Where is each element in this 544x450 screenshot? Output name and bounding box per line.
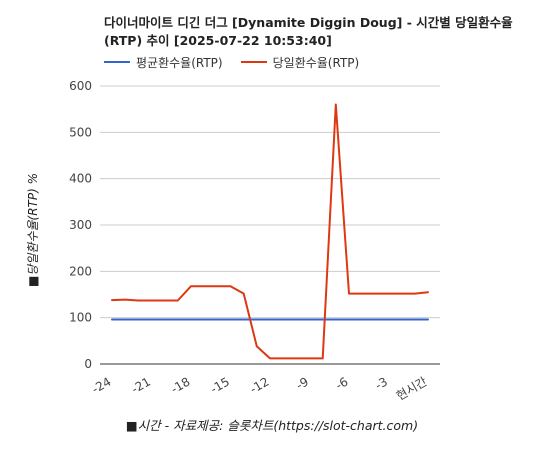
chart-title: 다이너마이트 디긴 더그 [Dynamite Diggin Doug] - 시간… <box>104 15 513 48</box>
x-tick-label: 현시간 <box>394 374 430 403</box>
x-tick-label: -12 <box>248 374 272 396</box>
y-tick-label: 0 <box>84 357 92 371</box>
legend-label-avg-rtp: 평균환수율(RTP) <box>136 55 223 70</box>
y-tick-label: 100 <box>69 311 92 325</box>
y-tick-label: 500 <box>69 125 92 139</box>
x-tick-label: -3 <box>373 374 390 392</box>
x-tick-label: -9 <box>294 374 311 392</box>
x-axis-label: ■시간 - 자료제공: 슬롯차트(https://slot-chart.com) <box>125 418 419 433</box>
legend: 평균환수율(RTP) 당일환수율(RTP) <box>104 53 377 71</box>
y-tick-label: 600 <box>69 79 92 93</box>
legend-item-avg-rtp[interactable]: 평균환수율(RTP) <box>104 54 223 71</box>
legend-label-daily-rtp: 당일환수율(RTP) <box>272 55 360 70</box>
legend-swatch-daily-rtp <box>240 61 267 63</box>
legend-swatch-avg-rtp <box>104 61 130 63</box>
grid <box>100 85 440 365</box>
x-tick-label: -6 <box>333 374 350 392</box>
x-tick-label: -21 <box>129 374 153 396</box>
y-tick-label: 300 <box>69 218 92 232</box>
x-axis-ticks: -24 -21 -18 -15 -12 -9 -6 -3 현시간 <box>90 374 430 403</box>
y-tick-label: 400 <box>69 172 92 186</box>
y-axis-label: ■당일환수율(RTP) % <box>26 173 40 287</box>
x-tick-label: -15 <box>208 374 232 396</box>
y-axis-ticks: 0 100 200 300 400 500 600 <box>69 79 92 371</box>
y-tick-label: 200 <box>69 264 92 278</box>
x-tick-label: -18 <box>169 374 193 396</box>
legend-item-daily-rtp[interactable]: 당일환수율(RTP) <box>240 54 360 71</box>
series <box>111 103 429 360</box>
x-tick-label: -24 <box>90 374 114 396</box>
series-line-daily-rtp <box>111 103 429 360</box>
